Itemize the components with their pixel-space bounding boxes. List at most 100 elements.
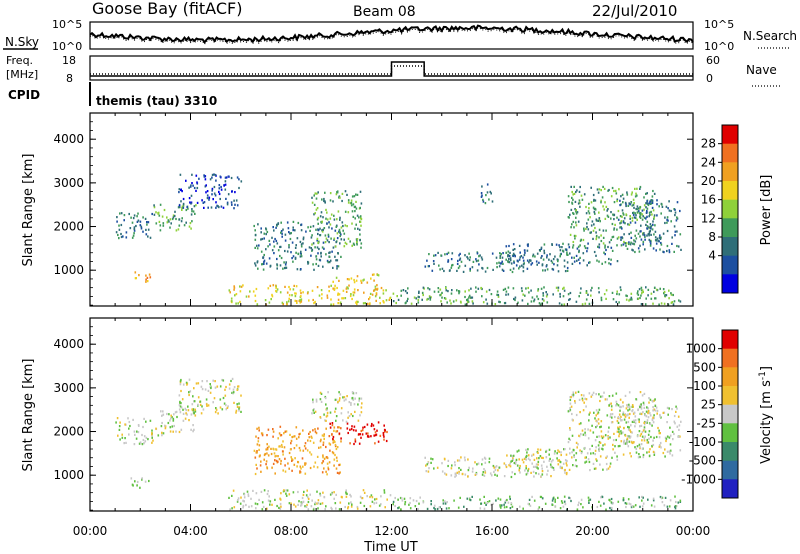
- power-cell: [404, 302, 407, 305]
- velocity-cell: [182, 419, 185, 422]
- power-cell: [531, 296, 534, 299]
- power-cell: [149, 276, 152, 279]
- velocity-cell: [300, 504, 302, 507]
- velocity-cell: [373, 434, 375, 437]
- power-cell: [326, 222, 328, 225]
- power-cell: [322, 216, 324, 219]
- power-cell: [583, 227, 585, 230]
- power-cell: [649, 244, 652, 247]
- velocity-cell: [335, 493, 337, 496]
- velocity-cell: [515, 458, 518, 461]
- velocity-cell: [308, 432, 310, 435]
- velocity-cell: [374, 431, 377, 434]
- power-cell: [659, 234, 661, 237]
- power-cell: [336, 259, 339, 262]
- velocity-cell: [535, 463, 538, 466]
- power-cell: [292, 255, 295, 258]
- velocity-cell: [378, 504, 381, 507]
- velocity-cell: [668, 407, 670, 410]
- power-cell: [284, 233, 287, 236]
- power-cell: [377, 274, 380, 277]
- velocity-cell: [585, 456, 587, 459]
- velocity-cell: [458, 472, 460, 475]
- power-cell: [629, 217, 631, 220]
- velocity-cell: [575, 391, 577, 394]
- power-cell: [276, 242, 279, 245]
- velocity-cell: [338, 472, 340, 475]
- power-cell: [664, 216, 666, 219]
- velocity-cell: [482, 471, 485, 474]
- power-cell: [134, 271, 137, 274]
- velocity-cell: [468, 498, 471, 501]
- power-cell: [512, 267, 515, 270]
- velocity-cell: [666, 435, 669, 438]
- velocity-cell: [224, 388, 226, 391]
- power-cell: [530, 289, 532, 292]
- power-cell: [636, 208, 639, 211]
- frequency-trace: [90, 61, 693, 77]
- power-cell: [569, 252, 571, 255]
- power-cell: [632, 249, 634, 252]
- power-cell: [321, 246, 324, 249]
- velocity-cell: [323, 413, 325, 416]
- power-cell: [552, 268, 555, 271]
- velocity-cell: [557, 459, 559, 462]
- power-cell: [611, 291, 614, 294]
- velocity-cell: [652, 443, 655, 447]
- velocity-cell: [226, 406, 229, 409]
- velocity-cell: [492, 464, 495, 468]
- velocity-cell: [551, 499, 554, 502]
- power-cell: [639, 213, 642, 216]
- velocity-cell: [556, 457, 558, 460]
- velocity-cell: [638, 420, 640, 423]
- velocity-cell: [267, 490, 269, 493]
- velocity-cell: [612, 448, 614, 451]
- power-cell: [190, 227, 192, 230]
- power-cell: [499, 255, 502, 258]
- power-cell: [486, 191, 489, 194]
- nave-label: Nave: [746, 63, 777, 77]
- velocity-cell: [563, 448, 565, 451]
- power-cell: [306, 292, 309, 295]
- velocity-cell: [657, 426, 659, 430]
- velocity-cell: [624, 434, 627, 437]
- power-cell: [185, 179, 187, 182]
- power-cell: [579, 205, 581, 208]
- power-cell: [618, 188, 620, 191]
- power-cell: [459, 252, 461, 255]
- power-cell: [582, 259, 585, 262]
- velocity-cell: [185, 409, 187, 412]
- velocity-cell: [619, 417, 621, 420]
- power-cell: [233, 285, 235, 288]
- velocity-cell: [643, 392, 646, 395]
- velocity-cell: [338, 432, 341, 435]
- power-cell: [607, 215, 610, 218]
- power-cell: [513, 248, 516, 251]
- power-cell: [388, 298, 391, 301]
- power-cell: [610, 217, 612, 220]
- power-cell: [227, 193, 230, 196]
- velocity-cell: [628, 391, 631, 394]
- velocity-colorbar-swatch: [722, 442, 738, 462]
- velocity-cell: [653, 417, 655, 420]
- power-cell: [615, 192, 618, 195]
- velocity-cell: [500, 506, 502, 509]
- power-cell: [441, 296, 443, 299]
- power-cell: [462, 270, 465, 273]
- power-cell: [355, 207, 358, 210]
- power-cell: [206, 197, 209, 200]
- power-cell: [642, 233, 644, 236]
- velocity-cell: [454, 475, 456, 478]
- power-cell: [464, 295, 466, 299]
- velocity-cell: [541, 470, 544, 473]
- power-cell: [302, 291, 304, 294]
- velocity-cell: [304, 505, 306, 508]
- velocity-cell: [600, 420, 603, 423]
- power-cell: [647, 203, 650, 207]
- power-cell: [600, 299, 603, 302]
- power-cell: [652, 223, 654, 226]
- velocity-cell: [609, 436, 611, 439]
- velocity-cell: [480, 502, 483, 505]
- velocity-cell: [626, 440, 628, 443]
- power-cell: [592, 229, 595, 232]
